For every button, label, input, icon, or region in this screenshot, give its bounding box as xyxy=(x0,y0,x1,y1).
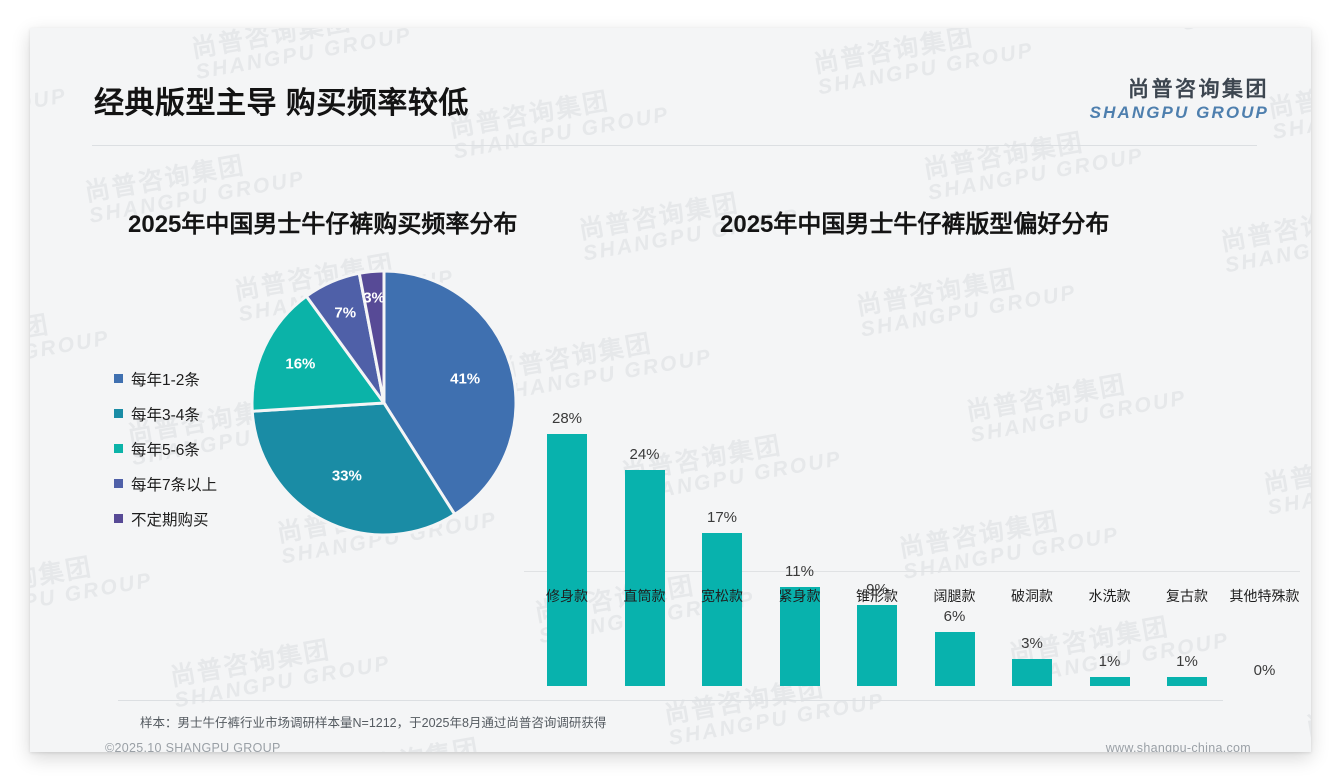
slide-content: 2025年中国男士牛仔裤购买频率分布 2025年中国男士牛仔裤版型偏好分布 每年… xyxy=(30,146,1311,686)
bar-rect[interactable] xyxy=(702,533,742,686)
pie-slice-value-label: 3% xyxy=(363,289,385,307)
bar-value-label: 28% xyxy=(551,410,583,427)
legend-item[interactable]: 不定期购买 xyxy=(114,501,217,536)
company-logo: 尚普咨询集团 SHANGPU GROUP xyxy=(1090,78,1269,123)
bar-value-label: 17% xyxy=(706,509,738,526)
bar-category-label: 紧身款 xyxy=(778,588,821,604)
bar-value-label: 6% xyxy=(943,608,966,625)
bar-chart-title: 2025年中国男士牛仔裤版型偏好分布 xyxy=(720,211,1110,238)
bar-category-label: 修身款 xyxy=(546,588,588,604)
bar-category-label: 复古款 xyxy=(1166,588,1208,604)
bar-rect[interactable] xyxy=(547,434,587,686)
bar-column[interactable]: 11% xyxy=(757,371,843,686)
legend-item-label: 每年5-6条 xyxy=(131,441,200,459)
legend-item[interactable]: 每年5-6条 xyxy=(114,431,217,466)
bar-value-label: 0% xyxy=(1253,662,1276,679)
bar-value-label: 1% xyxy=(1098,653,1121,670)
bar-chart-baseline xyxy=(524,571,1300,572)
bar-rect[interactable] xyxy=(779,587,820,686)
pie-chart-panel: 每年1-2条 每年3-4条 每年5-6条 每年7条以上 不定期购买 41% 33% 16% 7… xyxy=(90,256,650,676)
legend-swatch-icon xyxy=(114,444,123,453)
pie-chart-graphic: 41% 33% 16% 7% 3% xyxy=(250,269,518,537)
slide-header: 经典版型主导 购买频率较低 尚普咨询集团 SHANGPU GROUP xyxy=(30,28,1311,123)
bar-rect[interactable] xyxy=(857,605,897,686)
legend-swatch-icon xyxy=(114,374,123,383)
logo-english-text: SHANGPU GROUP xyxy=(1089,103,1269,123)
legend-item-label: 每年1-2条 xyxy=(131,371,200,389)
logo-chinese-text: 尚普咨询集团 xyxy=(1128,78,1269,101)
pie-svg xyxy=(250,269,518,537)
legend-item[interactable]: 每年1-2条 xyxy=(114,361,217,396)
legend-swatch-icon xyxy=(114,409,123,418)
bar-category-label: 其他特殊款 xyxy=(1229,588,1300,604)
legend-swatch-icon xyxy=(114,479,123,488)
footnote-divider xyxy=(118,700,1223,701)
bar-column[interactable]: 9% xyxy=(834,371,920,686)
bar-category-label: 宽松款 xyxy=(701,588,743,604)
page-title: 经典版型主导 购买频率较低 xyxy=(94,87,469,120)
bar-column[interactable]: 1% xyxy=(1067,371,1153,686)
bar-category-label: 阔腿款 xyxy=(933,588,976,604)
bar-value-label: 24% xyxy=(629,446,660,463)
legend-item-label: 每年3-4条 xyxy=(131,406,200,424)
pie-slice-value-label: 33% xyxy=(331,467,362,485)
pie-slice-value-label: 16% xyxy=(285,355,316,373)
pie-slice[interactable] xyxy=(357,269,386,404)
bar-value-label: 9% xyxy=(866,581,888,598)
bar-column[interactable]: 1% xyxy=(1144,371,1230,686)
pie-slice-value-label: 7% xyxy=(334,304,357,322)
bar-category-label: 锥形款 xyxy=(856,588,898,604)
bar-rect[interactable] xyxy=(1089,677,1130,686)
legend-swatch-icon xyxy=(114,514,123,523)
sample-footnote: 样本：男士牛仔裤行业市场调研样本量N=1212，于2025年8月通过尚普咨询调研… xyxy=(140,716,607,730)
pie-slice[interactable] xyxy=(250,401,457,537)
legend-item[interactable]: 每年3-4条 xyxy=(114,396,217,431)
bar-column[interactable]: 0% xyxy=(1222,371,1308,686)
bar-category-label: 直筒款 xyxy=(623,588,666,604)
bar-value-label: 11% xyxy=(785,563,814,580)
pie-slice-value-label: 41% xyxy=(450,370,481,388)
legend-item-label: 每年7条以上 xyxy=(131,476,218,494)
bar-rect[interactable] xyxy=(1012,659,1052,686)
website-url[interactable]: www.shangpu-china.com xyxy=(1105,741,1251,752)
copyright-text: ©2025.10 SHANGPU GROUP xyxy=(105,741,281,752)
bar-column[interactable]: 17% xyxy=(679,371,765,686)
bar-rect[interactable] xyxy=(934,632,975,686)
legend-item-label: 不定期购买 xyxy=(131,511,209,529)
bar-chart-panel: 28% 修身款 24% 直筒款 17% 宽松款 11% 紧身款 9% 锥形款 6% 阔腿款 3% 破洞款 1… xyxy=(522,256,1311,686)
slide-footer: ©2025.10 SHANGPU GROUP www.shangpu-china… xyxy=(30,741,1311,752)
pie-chart-legend: 每年1-2条 每年3-4条 每年5-6条 每年7条以上 不定期购买 xyxy=(114,361,217,536)
pie-chart-title: 2025年中国男士牛仔裤购买频率分布 xyxy=(128,211,518,238)
bar-column[interactable]: 3% xyxy=(989,371,1075,686)
bar-column[interactable]: 28% xyxy=(524,371,610,686)
bar-value-label: 3% xyxy=(1021,635,1043,652)
bar-column[interactable]: 24% xyxy=(602,371,688,686)
bar-rect[interactable] xyxy=(624,470,665,686)
legend-item[interactable]: 每年7条以上 xyxy=(114,466,217,501)
bar-rect[interactable] xyxy=(1167,677,1207,686)
bar-column[interactable]: 6% xyxy=(912,371,998,686)
pie-slice[interactable] xyxy=(250,294,387,413)
header-divider xyxy=(92,145,1257,146)
bar-category-label: 水洗款 xyxy=(1088,588,1131,604)
bar-category-label: 破洞款 xyxy=(1011,588,1053,604)
bar-value-label: 1% xyxy=(1176,653,1198,670)
